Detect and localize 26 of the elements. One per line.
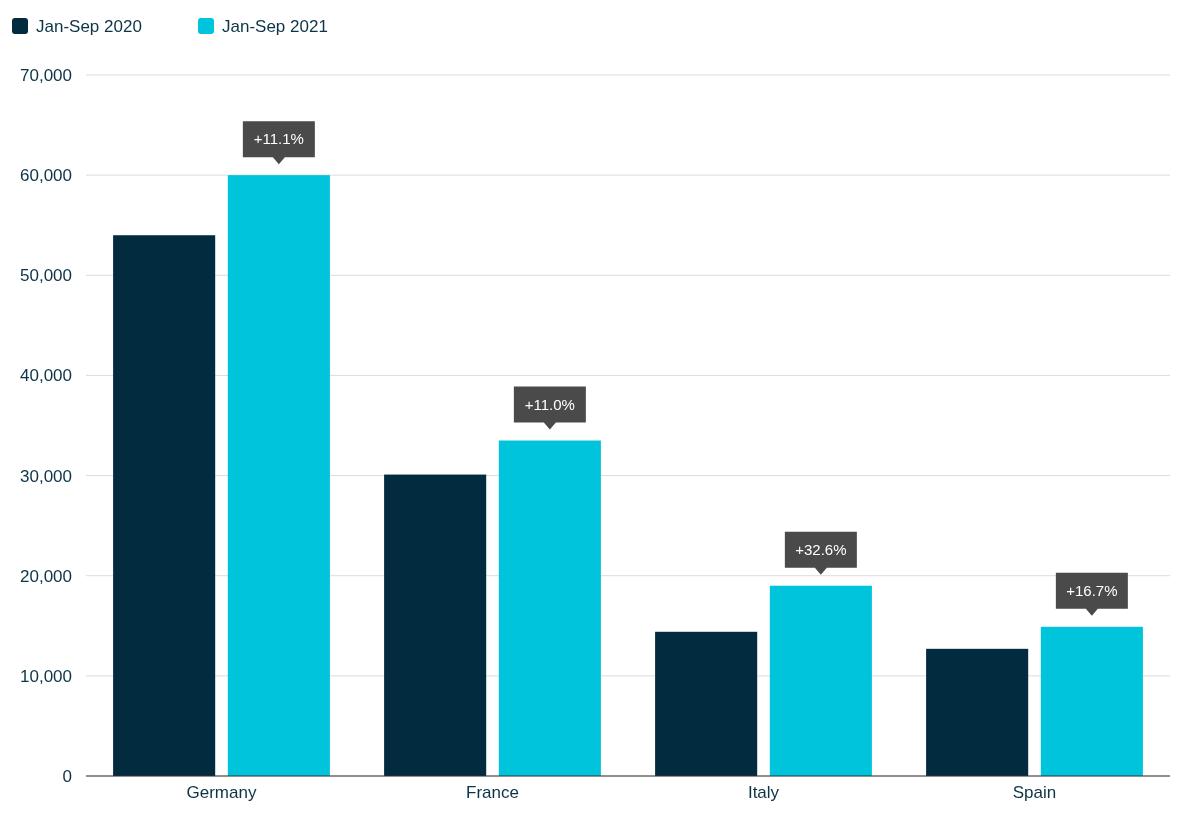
bar [227, 175, 330, 776]
legend-label: Jan-Sep 2021 [222, 17, 328, 36]
annotation: +32.6% [795, 540, 847, 558]
bar [113, 235, 216, 776]
annotation: +11.1% [253, 130, 304, 148]
bar [769, 585, 872, 776]
y-tick-label: 40,000 [20, 366, 72, 386]
y-tick-label: 30,000 [20, 466, 72, 486]
bar [384, 474, 487, 776]
y-tick-label: 0 [62, 767, 72, 786]
bar [498, 440, 601, 776]
bar [1040, 626, 1143, 776]
legend-label: Jan-Sep 2020 [36, 17, 142, 36]
bar [926, 648, 1029, 776]
y-tick-label: 60,000 [20, 166, 72, 186]
y-tick-label: 70,000 [20, 66, 72, 85]
y-tick-label: 50,000 [20, 266, 72, 286]
bar [655, 631, 758, 776]
y-tick-label: 10,000 [20, 666, 72, 686]
x-tick-label: France [466, 783, 519, 802]
x-tick-label: Italy [747, 783, 780, 802]
x-tick-label: Spain [1012, 783, 1057, 802]
annotation: +16.7% [1066, 581, 1118, 599]
x-tick-label: Germany [186, 783, 257, 802]
y-tick-label: 20,000 [20, 566, 72, 586]
annotation: +11.0% [524, 395, 575, 413]
